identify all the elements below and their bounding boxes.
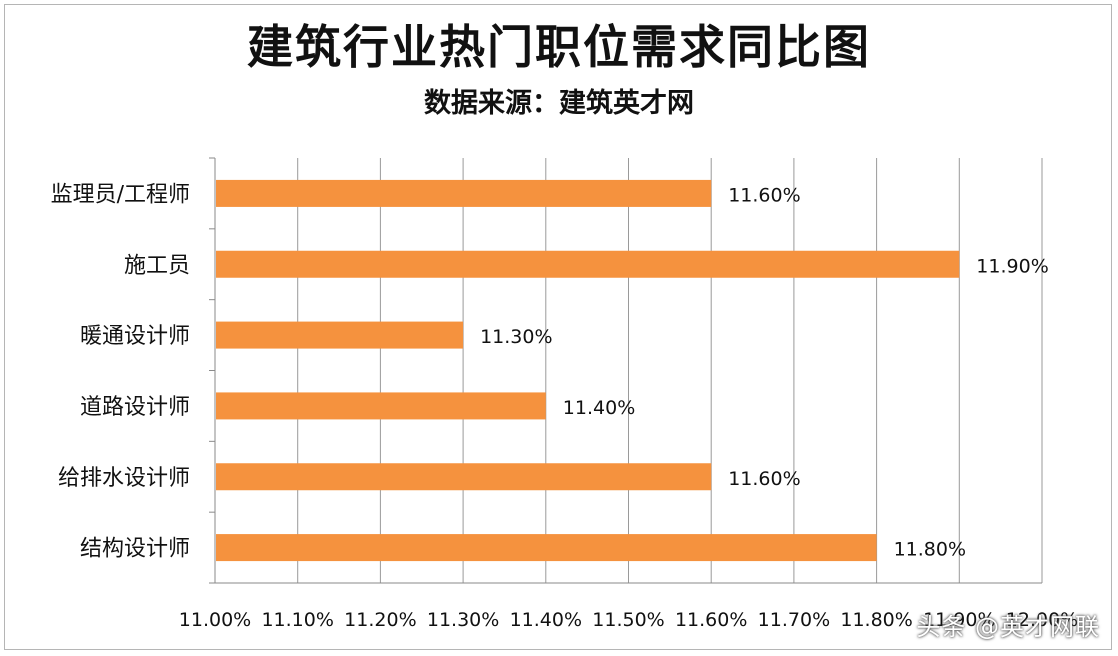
category-label: 暖通设计师 <box>80 324 190 349</box>
data-label: 11.60% <box>728 468 800 490</box>
category-label: 监理员/工程师 <box>51 182 190 207</box>
bar <box>216 321 464 349</box>
chart-title: 建筑行业热门职位需求同比图 <box>247 20 871 74</box>
data-label: 11.40% <box>563 397 635 419</box>
data-label: 11.60% <box>728 184 800 206</box>
bar <box>216 534 877 562</box>
x-tick-label: 11.20% <box>344 609 416 631</box>
category-label: 给排水设计师 <box>58 466 190 491</box>
x-tick-label: 11.70% <box>758 609 830 631</box>
x-tick-label: 11.90% <box>923 609 995 631</box>
x-tick-label: 12.00% <box>1006 609 1078 631</box>
bar <box>216 250 960 278</box>
x-tick-label: 11.10% <box>261 609 333 631</box>
bar <box>216 179 712 207</box>
category-label: 道路设计师 <box>80 395 190 420</box>
x-tick-label: 11.30% <box>427 609 499 631</box>
bar <box>216 392 546 420</box>
x-tick-label: 11.50% <box>592 609 664 631</box>
category-label: 施工员 <box>124 253 190 278</box>
category-label: 结构设计师 <box>80 537 190 562</box>
watermark: 头条 @英才网联 <box>916 613 1100 641</box>
data-label: 11.90% <box>976 255 1048 277</box>
x-tick-label: 11.40% <box>510 609 582 631</box>
data-label: 11.30% <box>480 326 552 348</box>
x-tick-label: 11.00% <box>179 609 251 631</box>
x-tick-label: 11.60% <box>675 609 747 631</box>
x-tick-label: 11.80% <box>840 609 912 631</box>
chart-subtitle: 数据来源：建筑英才网 <box>424 88 694 119</box>
data-label: 11.80% <box>894 539 966 561</box>
bar <box>216 463 712 491</box>
